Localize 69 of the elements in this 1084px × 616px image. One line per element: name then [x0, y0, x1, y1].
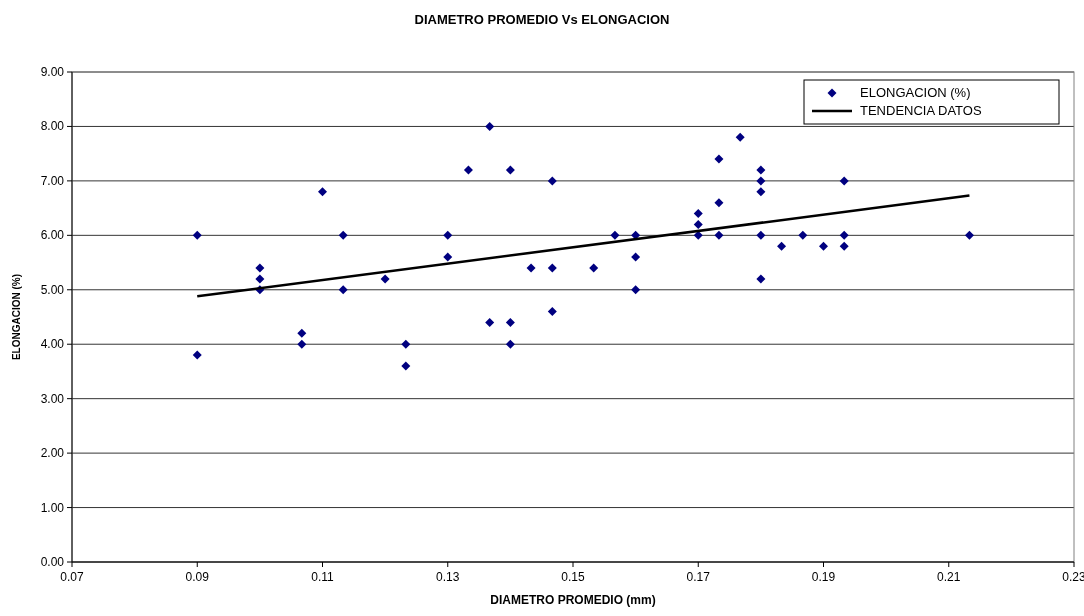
- point: [443, 252, 453, 262]
- point: [756, 274, 766, 284]
- point: [192, 350, 202, 360]
- legend-label: ELONGACION (%): [860, 85, 971, 100]
- x-tick-label: 0.15: [561, 570, 585, 584]
- y-tick-label: 0.00: [40, 555, 65, 569]
- point: [714, 230, 724, 240]
- y-tick-label: 1.00: [40, 500, 65, 515]
- point: [714, 154, 724, 164]
- point: [485, 121, 495, 131]
- point: [589, 263, 599, 273]
- legend-label: TENDENCIA DATOS: [860, 103, 982, 118]
- point: [443, 230, 453, 240]
- point: [318, 187, 327, 197]
- y-tick-label: 6.00: [40, 228, 65, 243]
- x-tick-label: 0.11: [311, 570, 335, 584]
- point: [547, 307, 557, 317]
- point: [798, 230, 808, 240]
- point: [255, 263, 265, 273]
- point: [964, 230, 974, 240]
- y-tick-label: 5.00: [40, 282, 65, 297]
- point: [401, 361, 411, 371]
- point: [338, 230, 348, 240]
- point: [756, 176, 766, 186]
- point: [505, 317, 515, 327]
- point: [839, 176, 849, 186]
- point: [756, 165, 766, 175]
- point: [505, 165, 515, 175]
- point: [631, 252, 641, 262]
- point: [693, 209, 703, 219]
- x-tick-label: 0.19: [811, 570, 836, 584]
- point: [547, 176, 557, 186]
- y-tick-label: 7.00: [40, 173, 65, 188]
- y-tick-label: 9.00: [40, 65, 65, 79]
- point: [297, 328, 307, 338]
- y-tick-label: 4.00: [40, 337, 65, 352]
- point: [819, 241, 828, 251]
- y-tick-label: 2.00: [40, 446, 65, 461]
- point: [547, 263, 557, 273]
- point: [756, 187, 766, 197]
- point: [485, 317, 495, 327]
- y-axis-title: ELONGACION (%): [11, 273, 22, 361]
- point: [735, 132, 745, 142]
- x-tick-label: 0.07: [60, 570, 84, 584]
- point: [839, 241, 849, 251]
- x-tick-label: 0.21: [937, 570, 961, 584]
- point: [338, 285, 348, 295]
- x-axis-title: DIAMETRO PROMEDIO (mm): [490, 593, 656, 607]
- point: [693, 219, 703, 229]
- chart-title: DIAMETRO PROMEDIO Vs ELONGACION: [414, 12, 670, 27]
- point: [631, 285, 641, 295]
- point: [380, 274, 390, 284]
- point: [526, 263, 536, 273]
- point: [714, 198, 724, 208]
- y-tick-label: 8.00: [40, 119, 65, 134]
- x-tick-label: 0.13: [436, 570, 460, 584]
- point: [610, 230, 620, 240]
- point: [777, 241, 787, 251]
- point: [297, 339, 307, 349]
- x-tick-label: 0.09: [185, 570, 210, 584]
- x-tick-label: 0.17: [686, 570, 711, 584]
- point: [756, 230, 766, 240]
- point: [463, 165, 473, 175]
- point: [401, 339, 411, 349]
- point: [505, 339, 515, 349]
- y-tick-label: 3.00: [40, 391, 65, 406]
- point: [255, 274, 265, 284]
- point: [192, 230, 202, 240]
- point: [839, 230, 849, 240]
